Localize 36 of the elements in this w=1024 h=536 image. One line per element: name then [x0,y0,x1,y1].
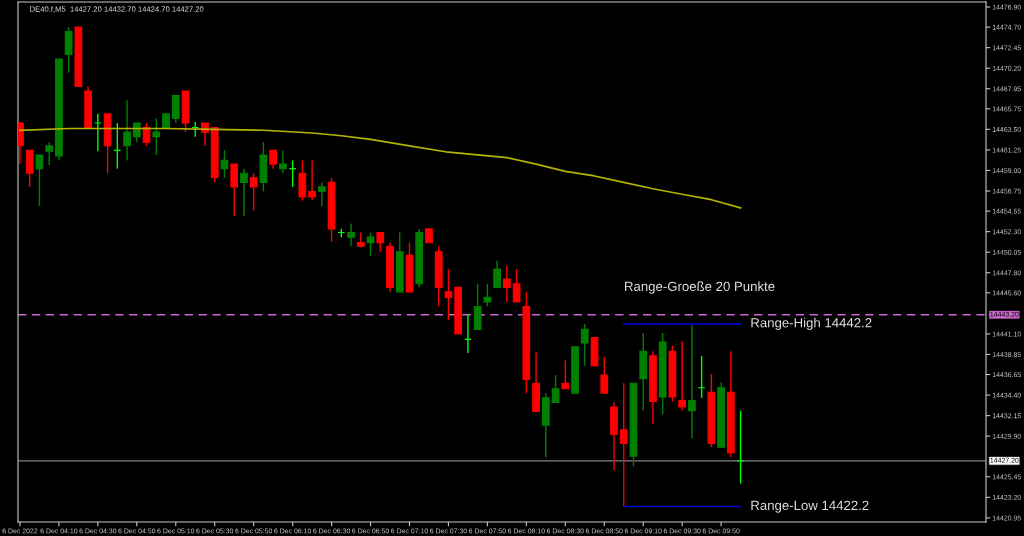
candlestick [35,154,44,207]
candlestick [619,382,628,508]
candlestick [561,359,570,390]
candlestick [580,323,589,367]
candlestick [493,260,501,289]
candlestick [376,231,385,253]
candlestick [25,149,34,188]
candlestick [171,94,180,124]
candlestick [503,264,511,303]
candlestick [298,159,307,202]
candlestick [142,122,151,147]
candlestick [678,340,687,412]
candlestick [366,231,375,257]
candlestick [512,268,521,303]
candlestick [279,149,287,174]
candlestick [473,282,482,331]
series-label: Range-High 14442.2 [751,317,872,331]
candlestick [600,356,609,394]
candlestick [308,159,316,202]
candlestick [220,149,229,179]
candlestick [347,222,355,247]
candlestick [240,167,248,217]
candlestick [230,163,239,217]
candlestick [152,117,161,156]
candlestick [45,141,54,166]
candlestick [483,282,492,308]
annotation: Range-Groeße 20 Punkte [625,281,775,294]
series-label: Range-Low 14422.2 [751,500,869,513]
candlestick [123,99,131,162]
candlestick [64,26,73,74]
candlestick [444,268,453,321]
candlestick [688,323,696,439]
candlestick [551,374,560,404]
candlestick [269,149,278,170]
candlestick [249,172,258,212]
candlestick [317,181,326,207]
